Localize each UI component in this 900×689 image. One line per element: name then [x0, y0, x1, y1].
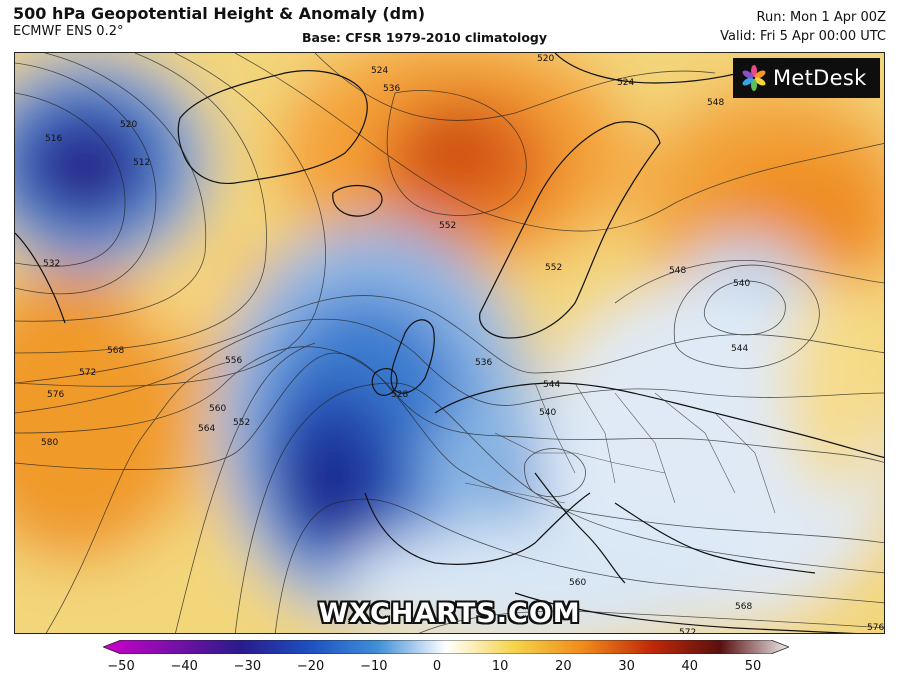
- contour-label: 544: [731, 344, 748, 354]
- iberia-coast: [364, 492, 591, 565]
- watermark: WXCHARTS.COM: [318, 598, 581, 629]
- colorbar-tick-label: −40: [170, 659, 198, 674]
- contour-label: 572: [679, 628, 696, 634]
- map-title: 500 hPa Geopotential Height & Anomaly (d…: [13, 4, 426, 23]
- scandinavia-coast: [479, 121, 661, 339]
- colorbar-tick-label: 0: [432, 659, 442, 674]
- colorbar-tick-label: −10: [360, 659, 388, 674]
- iceland-coast: [332, 184, 383, 217]
- flower-logo-icon: [742, 65, 766, 91]
- logo-text: MetDesk: [773, 66, 867, 90]
- contour-label: 552: [439, 221, 456, 231]
- contour-label: 540: [539, 408, 556, 418]
- contour-label: 532: [43, 259, 60, 269]
- ireland-coast: [371, 367, 398, 396]
- africa-coast: [514, 592, 857, 633]
- contour-label: 520: [120, 120, 137, 130]
- contour-label: 528: [391, 390, 408, 400]
- anomaly-map-svg: 516 520 512 532 524 536 552 552 540 544 …: [15, 53, 884, 634]
- contour-label: 548: [669, 266, 686, 276]
- height-contours: [15, 53, 884, 633]
- borders: [464, 382, 776, 514]
- contour-label: 568: [107, 346, 124, 356]
- contour-label: 512: [133, 158, 150, 168]
- contour-label: 516: [45, 134, 62, 144]
- colorbar-tick-label: −50: [107, 659, 135, 674]
- contour-label: 576: [47, 390, 64, 400]
- colorbar-tick-label: 30: [618, 659, 635, 674]
- europe-north-coast: [434, 382, 884, 459]
- anomaly-field: [15, 53, 884, 633]
- contour-label: 580: [41, 438, 58, 448]
- contour-label: 568: [735, 602, 752, 612]
- contour-label: 552: [233, 418, 250, 428]
- metdesk-logo: MetDesk: [733, 58, 880, 98]
- colorbar-tick-label: 10: [491, 659, 509, 674]
- colorbar: [103, 640, 789, 654]
- colorbar-tick-label: 20: [555, 659, 572, 674]
- contour-label: 552: [545, 263, 562, 273]
- colorbar-tick-label: 40: [681, 659, 699, 674]
- valid-time: Valid: Fri 5 Apr 00:00 UTC: [720, 29, 886, 44]
- contour-label: 548: [707, 98, 724, 108]
- coastlines: [15, 53, 884, 633]
- canada-coast: [15, 232, 66, 324]
- contour-label: 564: [198, 424, 215, 434]
- contour-label: 556: [225, 356, 242, 366]
- colorbar-tick-label: −20: [296, 659, 325, 674]
- colorbar-tick-label: 50: [744, 659, 762, 674]
- contour-label: 544: [543, 380, 560, 390]
- colorbar-gradient: [103, 640, 789, 654]
- balkans-coast: [614, 502, 816, 574]
- britain-coast: [390, 319, 435, 394]
- contour-label: 572: [79, 368, 96, 378]
- weather-map: 516 520 512 532 524 536 552 552 540 544 …: [14, 52, 885, 634]
- contour-label: 520: [537, 54, 554, 64]
- contour-label: 576: [867, 623, 884, 633]
- contour-label: 524: [371, 66, 388, 76]
- colorbar-tick-label: −30: [233, 659, 262, 674]
- contour-label: 560: [209, 404, 226, 414]
- contour-label: 536: [383, 84, 400, 94]
- contour-label: 540: [733, 279, 750, 289]
- model-subtitle: ECMWF ENS 0.2°: [13, 24, 124, 39]
- greenland-coast: [177, 70, 368, 185]
- contour-label: 536: [475, 358, 492, 368]
- italy-coast: [534, 472, 626, 584]
- run-time: Run: Mon 1 Apr 00Z: [756, 10, 886, 25]
- climatology-base: Base: CFSR 1979-2010 climatology: [302, 30, 548, 45]
- contour-label: 560: [569, 578, 586, 588]
- contour-labels: 516 520 512 532 524 536 552 552 540 544 …: [41, 54, 884, 634]
- contour-label: 524: [617, 78, 634, 88]
